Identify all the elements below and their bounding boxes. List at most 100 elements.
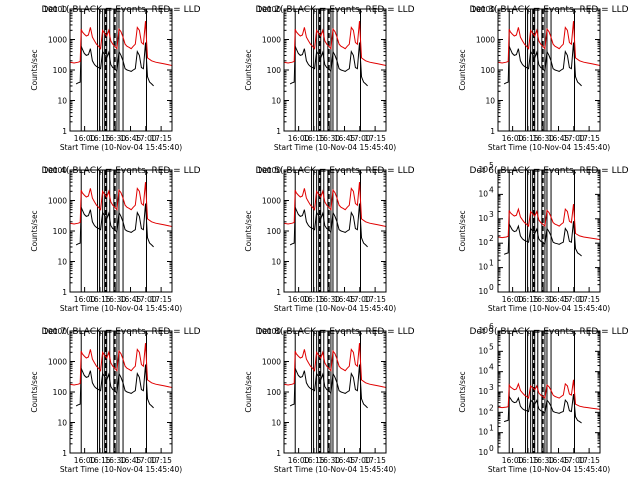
panel-title: Det 5( BLACK = Events, RED = LLD <box>255 166 414 176</box>
series-events-line <box>75 364 154 409</box>
x-tick-label: 17:15 <box>150 134 172 143</box>
y-tick-exponent: 4 <box>489 185 494 194</box>
y-axis-label: Counts/sec <box>458 371 467 412</box>
x-tick-label: 16:15 <box>89 134 111 143</box>
y-tick-exponent: 3 <box>489 383 494 392</box>
y-tick-label: 10 <box>478 428 488 437</box>
x-tick-label: 16:00 <box>502 295 524 304</box>
y-axis-label: Counts/sec <box>30 210 39 251</box>
series-lld-line <box>283 343 387 388</box>
x-tick-label: 17:00 <box>349 134 371 143</box>
y-tick-label: 1000 <box>48 36 67 45</box>
panel-title: Det 8( BLACK = Events, RED = LLD <box>255 327 414 337</box>
series-lld-line <box>69 182 173 227</box>
plot-frame <box>497 169 601 293</box>
panel-det-4: 1 10 100 1000 10000 16:0016:1516:3016:4517:00… <box>30 166 201 313</box>
x-tick-label: 16:45 <box>120 456 142 465</box>
panel-det-8: 1 10 100 1000 10000 16:0016:1516:3016:4517:00… <box>244 327 415 474</box>
series-lld-line <box>497 204 601 241</box>
y-axis-label: Counts/sec <box>30 49 39 90</box>
x-tick-label: 17:00 <box>349 295 371 304</box>
x-tick-label: 17:15 <box>578 134 600 143</box>
series-events-line <box>289 42 368 87</box>
y-axis-label: Counts/sec <box>458 210 467 251</box>
x-tick-label: 16:15 <box>517 295 539 304</box>
y-tick-label: 10 <box>478 346 488 355</box>
x-axis-label: Start Time (10-Nov-04 15:45:40) <box>488 143 610 152</box>
x-tick-label: 16:30 <box>104 456 126 465</box>
x-tick-label: 17:15 <box>364 134 386 143</box>
y-tick-label: 10 <box>478 214 488 223</box>
series-events-line <box>503 42 582 87</box>
y-tick-exponent: 1 <box>489 424 494 433</box>
y-tick-label: 100 <box>267 388 282 397</box>
x-axis-label: Start Time (10-Nov-04 15:45:40) <box>274 304 396 313</box>
y-tick-label: 10000 <box>257 166 281 175</box>
panel-title: Det 1( BLACK = Events, RED = LLD <box>41 5 200 15</box>
y-tick-label: 10000 <box>257 327 281 336</box>
panel-title: Det 7( BLACK = Events, RED = LLD <box>41 327 200 337</box>
y-tick-exponent: 6 <box>489 322 494 331</box>
x-tick-label: 16:30 <box>318 134 340 143</box>
y-tick-label: 1 <box>276 127 281 136</box>
y-tick-label: 10 <box>478 189 488 198</box>
y-tick-exponent: 2 <box>489 234 494 243</box>
x-axis-label: Start Time (10-Nov-04 15:45:40) <box>488 304 610 313</box>
panel-title: Det 9( BLACK = Events, RED = LLD <box>469 327 628 337</box>
series-lld-line <box>283 21 387 66</box>
x-tick-label: 16:45 <box>120 295 142 304</box>
y-tick-label: 10 <box>485 97 495 106</box>
x-tick-label: 17:15 <box>578 456 600 465</box>
x-tick-label: 16:30 <box>104 295 126 304</box>
y-tick-label: 10000 <box>257 5 281 14</box>
y-axis-label: Counts/sec <box>244 371 253 412</box>
y-tick-label: 10 <box>478 326 488 335</box>
x-tick-label: 17:15 <box>150 456 172 465</box>
y-tick-label: 1 <box>276 288 281 297</box>
plot-frame <box>69 8 173 132</box>
y-tick-exponent: 0 <box>489 283 494 292</box>
y-tick-label: 1 <box>62 288 67 297</box>
x-tick-label: 16:00 <box>502 134 524 143</box>
y-tick-label: 1 <box>62 127 67 136</box>
y-tick-label: 10 <box>271 258 281 267</box>
series-lld-line <box>283 182 387 227</box>
x-tick-label: 16:00 <box>502 456 524 465</box>
x-tick-label: 16:30 <box>532 134 554 143</box>
y-tick-label: 1 <box>490 127 495 136</box>
y-tick-label: 100 <box>267 227 282 236</box>
y-tick-label: 100 <box>267 66 282 75</box>
y-tick-label: 1 <box>62 449 67 458</box>
series-events-line <box>75 203 154 248</box>
x-tick-label: 16:15 <box>89 295 111 304</box>
y-tick-exponent: 1 <box>489 259 494 268</box>
plot-frame <box>69 169 173 293</box>
y-tick-exponent: 4 <box>489 363 494 372</box>
panel-title: Det 3( BLACK = Events, RED = LLD <box>469 5 628 15</box>
x-tick-label: 16:15 <box>517 456 539 465</box>
x-tick-label: 16:45 <box>334 134 356 143</box>
panel-title: Det 4( BLACK = Events, RED = LLD <box>41 166 200 176</box>
x-tick-label: 16:00 <box>288 295 310 304</box>
x-tick-label: 16:45 <box>334 295 356 304</box>
x-tick-label: 16:15 <box>89 456 111 465</box>
y-tick-exponent: 0 <box>489 444 494 453</box>
x-tick-label: 17:00 <box>563 456 585 465</box>
series-lld-line <box>497 379 601 410</box>
x-tick-label: 17:15 <box>578 295 600 304</box>
y-tick-label: 10 <box>478 407 488 416</box>
y-tick-label: 100 <box>53 227 68 236</box>
panel-det-1: 1 10 100 1000 10000 16:0016:1516:3016:4517:00… <box>30 5 201 152</box>
x-tick-label: 17:00 <box>135 295 157 304</box>
y-tick-exponent: 2 <box>489 403 494 412</box>
panel-det-5: 1 10 100 1000 10000 16:0016:1516:3016:4517:00… <box>244 166 415 313</box>
y-tick-label: 1000 <box>476 36 495 45</box>
y-tick-label: 10 <box>478 448 488 457</box>
y-tick-label: 10000 <box>471 5 495 14</box>
y-tick-label: 1 <box>276 449 281 458</box>
x-tick-label: 17:00 <box>349 456 371 465</box>
y-tick-label: 1000 <box>48 358 67 367</box>
y-tick-label: 1000 <box>48 197 67 206</box>
